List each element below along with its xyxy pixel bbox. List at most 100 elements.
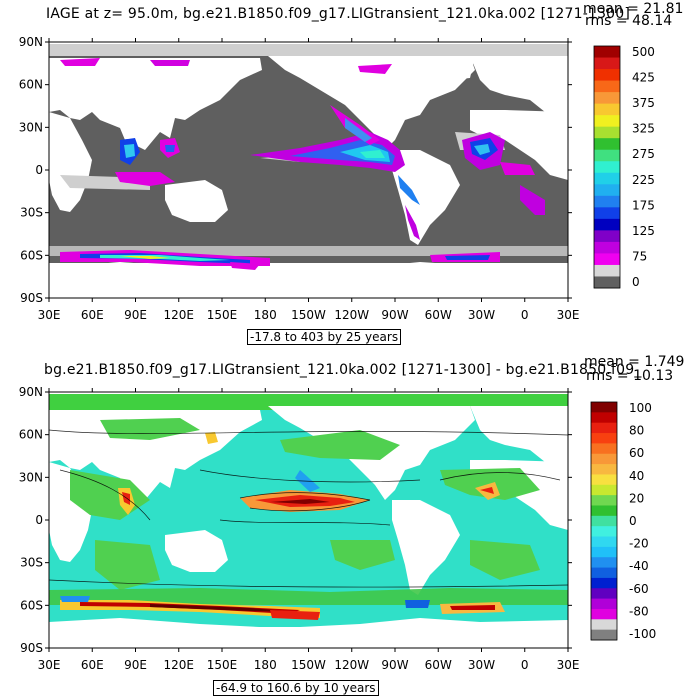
panel1-land-australia: [165, 180, 228, 222]
panel1-colorbar-swatch: [594, 218, 620, 231]
panel2-colorbar-label: 0: [629, 514, 637, 528]
panel2-land-asia: [49, 410, 262, 500]
panel2-x-tick-label: 30E: [557, 658, 580, 672]
panel2-colorbar-swatch: [591, 484, 617, 496]
panel2-colorbar-swatch: [591, 422, 617, 434]
panel2-colorbar-swatch: [591, 464, 617, 475]
panel2-colorbar-swatch: [591, 629, 617, 641]
panel2-colorbar-swatch: [591, 495, 617, 506]
panel1-colorbar-label: 325: [632, 122, 655, 136]
panel2-x-tick-label: 150W: [291, 658, 326, 672]
panel1-x-tick-label: 150W: [291, 308, 326, 322]
panel2-x-tick-label: 150E: [207, 658, 238, 672]
panel2-land-africa: [49, 462, 92, 562]
panel1-colorbar-label: 0: [632, 275, 640, 289]
panel1-map: [49, 42, 568, 298]
panel1-y-tick-label: 90N: [19, 35, 43, 49]
panel1-y-tick-label: 90S: [20, 291, 43, 305]
panel2-colorbar-label: 100: [629, 401, 652, 415]
panel1-colorbar-swatch: [594, 149, 620, 162]
panel1-colorbar-label: 275: [632, 147, 655, 161]
panel1-colorbar-label: 175: [632, 198, 655, 212]
panel1-colorbar-swatch: [594, 46, 620, 59]
panel1-axes: 30E 60E 90E 120E 150E 180 150W 120W 90W 60W 30W 0 30…: [19, 35, 580, 322]
panel2-land-australia: [165, 530, 228, 572]
panel1-colorbar-swatch: [594, 115, 620, 128]
panel1-title: IAGE at z= 95.0m, bg.e21.B1850.f09_g17.L…: [46, 6, 631, 22]
panel1-colorbar-swatch: [594, 264, 620, 277]
panel2-y-tick-label: 30S: [20, 556, 43, 570]
panel2-colorbar-swatch: [591, 412, 617, 424]
panel2-colorbar-label: -100: [629, 627, 656, 641]
panel1-y-tick-label: 30N: [19, 120, 43, 134]
panel2-y-tick-label: 90S: [20, 641, 43, 655]
panel1-colorbar-swatch: [594, 69, 620, 82]
panel2-y-tick-label: 30N: [19, 470, 43, 484]
panel2-colorbar-swatch: [591, 588, 617, 600]
panel1-colorbar-swatch: [594, 103, 620, 116]
panel1-land-europe: [470, 56, 568, 112]
panel2-colorbar-label: -20: [629, 537, 649, 551]
panel1-colorbar-label: 425: [632, 71, 655, 85]
panel2-y-tick-label: 90N: [19, 385, 43, 399]
panel1-colorbar-swatch: [594, 80, 620, 93]
panel2-colorbar-swatch: [591, 557, 617, 569]
panel1-x-tick-label: 30W: [468, 308, 495, 322]
panel2-map: [49, 392, 568, 648]
panel1-colorbar-swatch: [594, 57, 620, 70]
panel2-colorbar-swatch: [591, 546, 617, 558]
panel1-colorbar-label: 125: [632, 224, 655, 238]
panel1-x-tick-label: 30E: [557, 308, 580, 322]
panel2-axes: 30E 60E 90E 120E 150E 180 150W 120W 90W 60W 30W 0 30…: [19, 385, 580, 672]
panel1-colorbar-label: 375: [632, 96, 655, 110]
panel2-mean: mean = 1.749: [584, 354, 685, 370]
panel1-x-tick-label: 120W: [334, 308, 369, 322]
panel2-x-tick-label: 0: [521, 658, 529, 672]
panel1-x-tick-label: 60E: [81, 308, 104, 322]
panel1-y-tick-label: 60S: [20, 248, 43, 262]
panel1-y-tick-label: 30S: [20, 206, 43, 220]
panel1-x-tick-label: 60W: [425, 308, 452, 322]
panel2-land-europe: [470, 406, 568, 462]
panel1-land-asia: [49, 58, 262, 150]
panel2-colorbar-label: 40: [629, 469, 644, 483]
panel2-x-tick-label: 180: [254, 658, 277, 672]
panel2-rms: rms = 10.13: [586, 368, 674, 384]
panel2-x-tick-label: 120E: [164, 658, 195, 672]
panel2-land-antarctica: [49, 618, 568, 648]
panel1-land-greenland: [440, 56, 475, 80]
panel2-colorbar-label: -60: [629, 582, 649, 596]
panel2-colorbar-swatch: [591, 443, 617, 455]
panel1-range-label: -17.8 to 403 by 25 years: [247, 329, 402, 345]
panel2-y-tick-label: 60S: [20, 598, 43, 612]
panel1-x-tick-label: 180: [254, 308, 277, 322]
panel2-colorbar: 100 80 60 40 20 0 -20 -40 -60 -80 -100: [590, 401, 656, 641]
panel1-colorbar-swatch: [594, 184, 620, 197]
panel2-x-tick-label: 90W: [381, 658, 408, 672]
panel2-land-samerica: [392, 500, 460, 595]
panel2-colorbar-swatch: [591, 526, 617, 538]
panel1-colorbar-swatch: [594, 276, 620, 289]
panel1-colorbar-swatch: [594, 172, 620, 185]
panel1-y-tick-label: 0: [35, 163, 43, 177]
panel2-colorbar-swatch: [591, 577, 617, 589]
panel2-colorbar-swatch: [591, 567, 617, 579]
panel2-range-label: -64.9 to 160.6 by 10 years: [213, 680, 379, 696]
panel1-colorbar-label: 500: [632, 45, 655, 59]
panel1-colorbar: 500 425 375 325 275 225 175 125 75 0: [593, 45, 655, 289]
panel2-x-tick-label: 120W: [334, 658, 369, 672]
panel2-colorbar-swatch: [591, 402, 617, 413]
panel1-y-tick-label: 60N: [19, 78, 43, 92]
panel1-colorbar-swatch: [594, 138, 620, 151]
panel1-x-tick-label: 0: [521, 308, 529, 322]
panel2-colorbar-swatch: [591, 608, 617, 620]
panel2-colorbar-label: 20: [629, 491, 644, 505]
panel2-colorbar-swatch: [591, 598, 617, 610]
panel1-colorbar-swatch: [594, 195, 620, 208]
panel1-colorbar-label: 225: [632, 173, 655, 187]
panel1-x-tick-label: 150E: [207, 308, 238, 322]
panel2-title: bg.e21.B1850.f09_g17.LIGtransient_121.0k…: [44, 362, 642, 378]
panel1-land-antarctica: [49, 262, 568, 298]
panel2-x-tick-label: 60W: [425, 658, 452, 672]
